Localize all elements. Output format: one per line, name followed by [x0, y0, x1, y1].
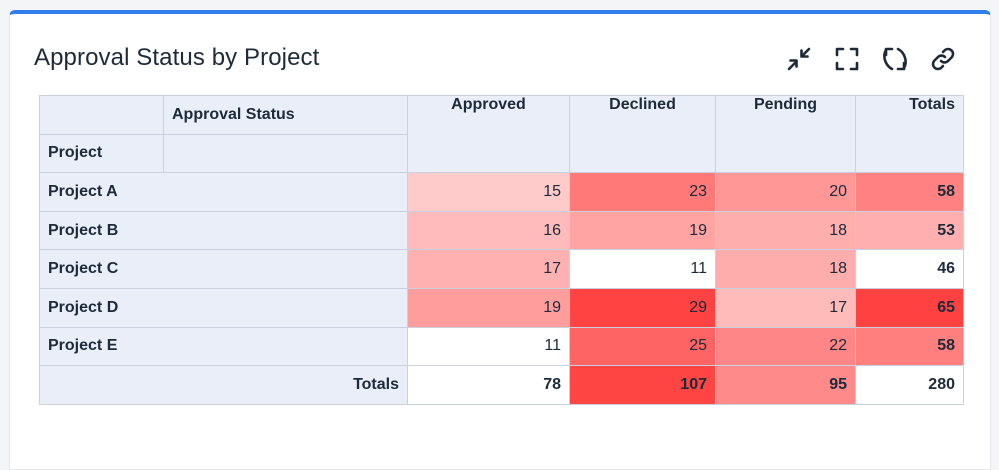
column-header-totals: Totals — [855, 94, 964, 174]
table-row: Project D 19 29 17 65 — [39, 287, 964, 328]
refresh-icon[interactable] — [878, 42, 912, 76]
widget-title: Approval Status by Project — [34, 44, 320, 71]
row-header[interactable]: Project E — [39, 326, 408, 367]
pivot-cell: 29 — [569, 287, 716, 328]
pivot-header-filler — [163, 133, 408, 174]
table-row: Project E 11 25 22 58 — [39, 326, 964, 367]
table-row: Project A 15 23 20 58 — [39, 172, 964, 212]
totals-row: Totals 78 107 95 280 — [39, 365, 964, 405]
pivot-cell: 16 — [407, 210, 570, 251]
widget-toolbar — [782, 42, 960, 76]
pivot-cell: 22 — [715, 326, 856, 367]
pivot-table: Approval Status Approved Declined Pendin… — [39, 94, 964, 405]
column-total-cell: 95 — [715, 365, 856, 405]
row-total-cell: 46 — [855, 249, 964, 289]
column-dimension-label: Approval Status — [163, 95, 408, 135]
column-total-cell: 107 — [569, 365, 716, 405]
pivot-corner-cell — [39, 95, 164, 135]
pivot-cell: 19 — [407, 287, 570, 328]
row-header[interactable]: Project B — [39, 210, 408, 251]
collapse-icon[interactable] — [782, 42, 816, 76]
row-total-cell: 53 — [855, 210, 964, 251]
table-row: Project C 17 11 18 46 — [39, 249, 964, 289]
column-total-cell: 78 — [407, 365, 570, 405]
grand-total-cell: 280 — [855, 365, 964, 405]
row-total-cell: 58 — [855, 326, 964, 367]
totals-label: Totals — [39, 365, 408, 405]
row-total-cell: 65 — [855, 287, 964, 328]
pivot-cell: 18 — [715, 249, 856, 289]
table-row: Project B 16 19 18 53 — [39, 210, 964, 251]
row-header[interactable]: Project C — [39, 249, 408, 289]
column-header-pending[interactable]: Pending — [715, 94, 856, 174]
pivot-cell: 20 — [715, 172, 856, 212]
pivot-cell: 11 — [569, 249, 716, 289]
pivot-cell: 23 — [569, 172, 716, 212]
column-header-approved[interactable]: Approved — [407, 94, 570, 174]
fullscreen-icon[interactable] — [830, 42, 864, 76]
widget-card: Approval Status by Project — [9, 10, 991, 470]
pivot-cell: 19 — [569, 210, 716, 251]
row-total-cell: 58 — [855, 172, 964, 212]
pivot-cell: 17 — [407, 249, 570, 289]
row-dimension-label: Project — [39, 133, 164, 174]
row-header[interactable]: Project A — [39, 172, 408, 212]
pivot-cell: 25 — [569, 326, 716, 367]
pivot-cell: 15 — [407, 172, 570, 212]
pivot-cell: 17 — [715, 287, 856, 328]
row-header[interactable]: Project D — [39, 287, 408, 328]
pivot-cell: 11 — [407, 326, 570, 367]
column-header-declined[interactable]: Declined — [569, 94, 716, 174]
link-icon[interactable] — [926, 42, 960, 76]
pivot-cell: 18 — [715, 210, 856, 251]
